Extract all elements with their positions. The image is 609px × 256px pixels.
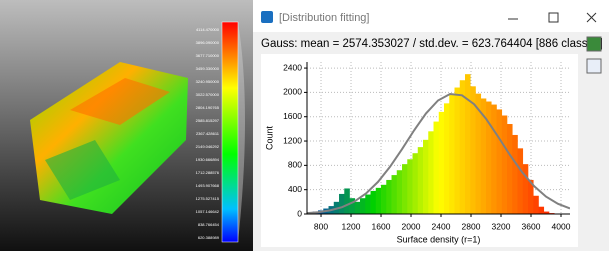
histogram-bar [392,175,398,214]
histogram-bar [455,88,461,214]
color-scale-label: 3459.330000 [196,66,220,71]
histogram-bar [507,124,513,214]
histogram-bar [365,195,371,214]
histogram-bar [413,153,419,214]
color-scale-label: 838.766454 [198,222,220,227]
histogram-bar [449,95,455,214]
color-scale-label: 2149.046292 [196,144,220,149]
histogram-bar [539,207,545,214]
x-tick-label: 2800 [462,221,481,231]
color-scale-label: 3022.570000 [196,92,220,97]
histogram-bar [518,148,524,214]
y-tick-label: 1600 [283,111,302,121]
histogram-bar [376,188,382,214]
histogram-bar [439,112,445,214]
histogram-bar [428,131,434,214]
histogram-bar [423,140,429,214]
x-tick-label: 1600 [372,221,391,231]
histogram-bar [355,202,361,214]
y-tick-label: 1200 [283,135,302,145]
color-scale-label: 2585.815297 [196,118,220,123]
histogram-bar [407,159,413,214]
color-scale-label: 1493.907668 [196,183,220,188]
histogram-bar [523,164,529,214]
x-tick-label: 3200 [492,221,511,231]
color-scale-label: 1057.146642 [196,209,220,214]
color-scale-label: 4114.470000 [196,27,220,32]
histogram-bar [512,135,518,214]
export-button[interactable] [587,37,601,51]
histogram-bar [491,105,497,214]
x-axis-label: Surface density (r=1) [397,234,481,244]
histogram-bar [444,103,450,214]
x-tick-label: 3600 [522,221,541,231]
y-axis-label: Count [264,126,274,151]
histogram-bar [339,194,345,214]
y-tick-label: 800 [288,160,302,170]
color-scale-label: 1930.666894 [196,157,220,162]
color-scale-label: 620.388989 [198,235,220,240]
x-tick-label: 2000 [402,221,421,231]
y-tick-label: 0 [297,208,302,218]
histogram-bar [371,191,377,214]
export-image-button[interactable] [587,59,601,73]
histogram-bar [418,147,424,214]
histogram-bar [386,180,392,214]
window-title: [Distribution fitting] [279,12,369,24]
color-scale-label: 3677.710000 [196,53,220,58]
color-scale-label: 2367.428611 [196,131,220,136]
histogram-bar [533,196,539,214]
color-scale [222,22,238,242]
x-tick-label: 4000 [552,221,571,231]
x-tick-label: 1200 [342,221,361,231]
histogram-bar [497,109,503,214]
color-scale-label: 1275.527415 [196,196,220,201]
color-scale-label: 2804.190765 [196,105,220,110]
histogram-bar [434,122,440,214]
fit-summary: Gauss: mean = 2574.353027 / std.dev. = 6… [261,38,603,50]
histogram-bar [344,188,350,214]
app-icon [261,11,273,23]
y-tick-label: 400 [288,184,302,194]
histogram-bar [402,164,408,214]
x-tick-label: 2400 [432,221,451,231]
histogram-bar [502,116,508,214]
screen: 4114.470000 3896.090000 3677.710000 3459.33… [0,0,609,251]
histogram-bar [465,74,471,214]
color-scale-label: 3896.090000 [196,40,220,45]
color-scale-label: 3240.950000 [196,79,220,84]
histogram-bar [360,198,366,214]
color-scale-label: 1712.288576 [196,170,220,175]
histogram-bar [381,185,387,214]
y-tick-label: 2400 [283,62,302,72]
x-tick-label: 800 [314,221,328,231]
histogram-bar [460,80,466,214]
histogram-bar [397,170,403,214]
y-tick-label: 2000 [283,87,302,97]
